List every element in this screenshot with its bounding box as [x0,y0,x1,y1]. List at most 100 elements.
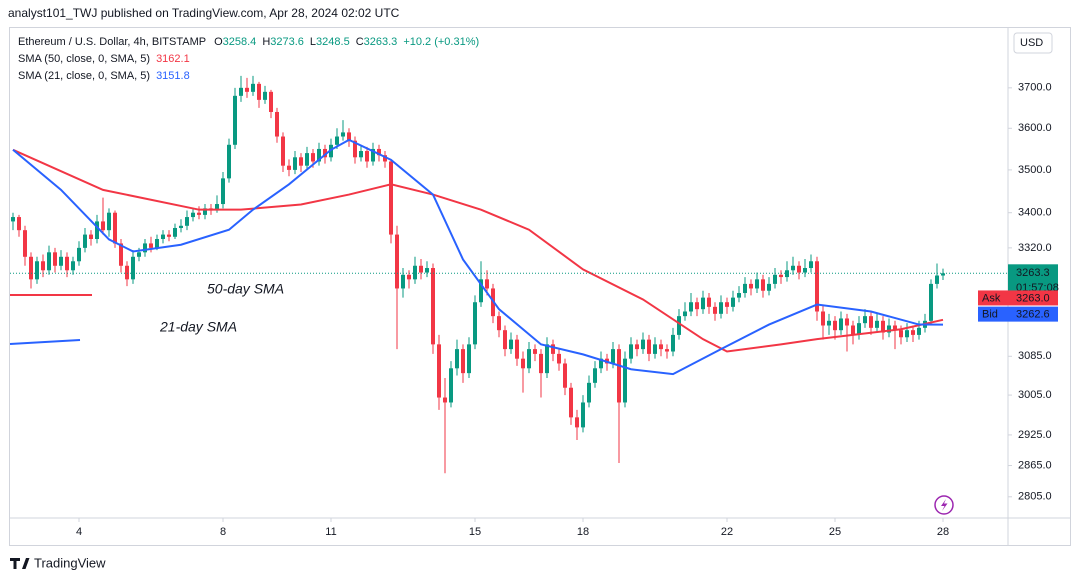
candle-body [635,344,639,350]
annotation: 21-day SMA [159,319,237,335]
candle-body [473,302,477,345]
ohlc-label: H [262,36,270,48]
ohlc-value: 3248.5 [316,36,350,48]
candle-body [83,234,87,248]
candle-body [443,397,447,403]
candle-body [11,217,15,222]
candle-body [479,279,483,303]
candle-body [617,349,621,403]
candle-body [665,349,669,352]
candle-body [587,382,591,403]
candle-body [827,320,831,326]
candle-body [569,387,573,418]
candle-body [335,136,339,145]
candle-body [875,320,879,328]
candle-body [257,83,261,100]
candle-body [365,151,369,162]
sma-name: SMA (21, close, 0, SMA, 5) [18,70,150,82]
candle-body [611,349,615,364]
lightning-icon[interactable] [934,495,954,515]
candle-body [725,302,729,307]
candle-body [521,358,525,369]
candle-body [899,330,903,338]
y-tick-label: 3085.0 [1018,350,1052,362]
candle-body [431,268,435,345]
candle-body [887,325,891,333]
logo-mark [10,558,30,569]
y-tick-label: 3600.0 [1018,122,1052,134]
x-tick-label: 15 [469,526,481,538]
candle-body [881,320,885,333]
candle-body [629,344,633,359]
candle-body [299,157,303,166]
y-tick-label: 2865.0 [1018,459,1052,471]
candle-body [401,274,405,289]
candle-body [671,334,675,352]
candle-body [917,327,921,335]
candle-body [287,165,291,170]
x-tick-label: 8 [220,526,226,538]
ask-value: 3263.0 [1016,292,1050,304]
candle-body [893,325,897,331]
candle-body [455,349,459,369]
candle-body [713,306,717,314]
candle-body [311,153,315,162]
candle-body [581,402,585,428]
sma-line [12,138,944,376]
candle-body [839,318,843,331]
candle-body [233,95,237,145]
y-tick-label: 2805.0 [1018,491,1052,503]
x-tick-label: 11 [325,526,336,538]
y-tick-label: 3500.0 [1018,164,1052,176]
candle-body [935,275,939,284]
candle-body [557,353,561,364]
candle-body [905,330,909,338]
candle-body [41,261,45,271]
candle-body [29,256,33,280]
candle-body [71,261,75,271]
footer: TradingView [34,555,106,570]
candle-body [113,212,117,244]
currency-button[interactable] [1013,32,1053,54]
candle-body [497,316,501,331]
candle-body [575,417,579,428]
legend-title: Ethereum / U.S. Dollar, 4h, BITSTAMP O325… [18,36,479,48]
candle-body [707,297,711,307]
candle-body [173,227,177,237]
legend-sma: SMA (50, close, 0, SMA, 5) 3162.1 [18,53,190,65]
candle-body [467,344,471,374]
candle-body [407,274,411,280]
candle-body [95,221,99,239]
candle-body [227,144,231,179]
bid-label: Bid [982,309,998,321]
candle-body [503,330,507,350]
candle-body [539,353,543,374]
candle-body [53,252,57,266]
annotation: 50-day SMA [207,281,284,297]
icon-ring [934,495,954,515]
x-tick-label: 4 [76,526,82,538]
candle-body [419,265,423,273]
candle-body [653,344,657,354]
candle-body [437,344,441,398]
sma-name: SMA (50, close, 0, SMA, 5) [18,53,150,65]
price-label: 3263.3 [1016,267,1050,279]
candle-body [677,316,681,335]
candle-body [383,155,387,162]
candle-body [107,212,111,231]
candle-body [689,302,693,312]
candle-body [695,302,699,310]
candle-body [821,311,825,326]
bid-box [978,306,1058,322]
candle-body [203,208,207,215]
candle-body [149,243,153,248]
candle-body [143,243,147,253]
candle-body [461,349,465,374]
candle-body [833,320,837,331]
bid-value: 3262.6 [1016,309,1050,321]
candle-body [815,261,819,312]
candle-body [65,256,69,271]
candle-body [647,339,651,354]
candle-body [167,234,171,237]
candle-body [359,151,363,158]
